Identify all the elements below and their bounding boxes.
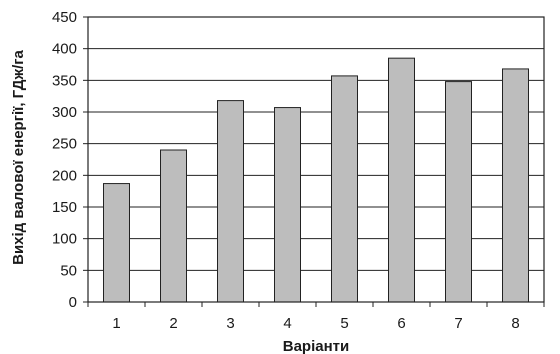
bar: [502, 68, 529, 303]
x-axis-title: Варіанти: [283, 338, 349, 354]
x-tick-label: 2: [169, 315, 177, 332]
x-tick-label: 5: [340, 315, 348, 332]
x-tick-label: 7: [454, 315, 462, 332]
x-tick-label: 4: [283, 315, 291, 332]
y-tick-label: 200: [52, 167, 77, 184]
y-tick-label: 0: [69, 294, 77, 311]
y-tick-label: 250: [52, 136, 77, 153]
x-axis-ticks: 1 2 3 4 5 6 7 8: [87, 302, 545, 332]
bar: [274, 107, 301, 303]
bars: [103, 57, 529, 303]
y-axis-title: Вихід валової енергії, ГДж/га: [10, 49, 27, 264]
y-tick-label: 350: [52, 72, 77, 89]
y-tick-label: 100: [52, 231, 77, 248]
plot-frame: [87, 16, 545, 303]
gridlines: [88, 16, 544, 303]
bar: [388, 57, 415, 303]
y-tick-label: 50: [60, 262, 77, 279]
x-tick-label: 3: [226, 315, 234, 332]
x-tick-label: 6: [397, 315, 405, 332]
y-tick-label: 450: [52, 9, 77, 26]
x-tick-label: 1: [112, 315, 120, 332]
bar: [217, 100, 244, 303]
y-tick-label: 400: [52, 41, 77, 58]
y-tick-label: 150: [52, 199, 77, 216]
bar: [331, 75, 358, 303]
bar: [160, 149, 187, 303]
x-tick-label: 8: [511, 315, 519, 332]
y-axis-ticks: 0 50 100 150 200 250 300 350 400 450: [52, 9, 88, 311]
y-tick-label: 300: [52, 104, 77, 121]
bar: [103, 183, 130, 303]
bar: [445, 81, 472, 303]
